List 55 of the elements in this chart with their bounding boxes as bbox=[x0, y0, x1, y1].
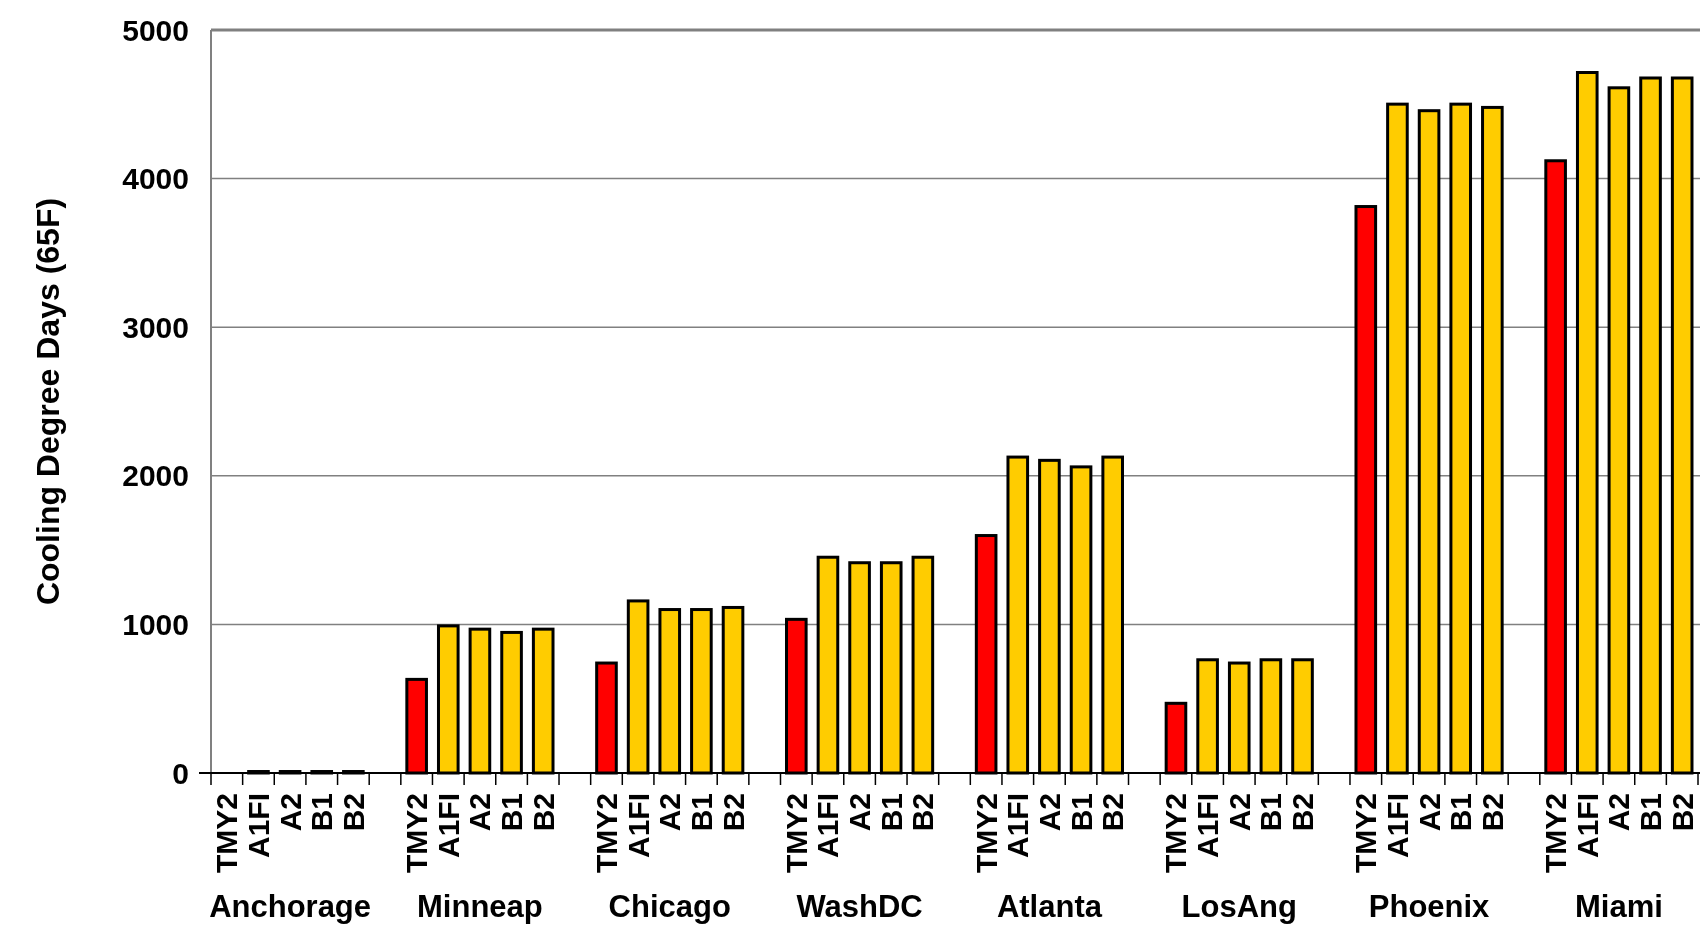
y-axis-title: Cooling Degree Days (65F) bbox=[30, 197, 67, 606]
x-tick-label: B2 bbox=[1475, 793, 1509, 832]
x-tick-label: B2 bbox=[1286, 793, 1320, 832]
text: Chicago bbox=[608, 889, 731, 924]
x-tick-label: A2 bbox=[273, 793, 307, 832]
x-tick-label: B2 bbox=[526, 793, 560, 832]
text: Phoenix bbox=[1368, 889, 1491, 924]
text: Miami bbox=[1574, 889, 1663, 924]
x-tick-label: A2 bbox=[653, 793, 687, 832]
x-tick-label: TMY2 bbox=[589, 793, 623, 874]
x-tick-label: A2 bbox=[1602, 793, 1636, 832]
x-tick-label: B2 bbox=[1096, 793, 1130, 832]
x-tick-label: TMY2 bbox=[1349, 793, 1383, 874]
text: Atlanta bbox=[996, 889, 1103, 924]
x-tick-label: B2 bbox=[336, 793, 370, 832]
x-tick-label: B1 bbox=[305, 793, 339, 832]
y-tick-label: 3000 bbox=[122, 310, 189, 344]
y-tick-label: 5000 bbox=[122, 13, 189, 47]
x-tick-label: A2 bbox=[843, 793, 877, 832]
x-tick-label: A2 bbox=[1222, 793, 1256, 832]
x-tick-label: B1 bbox=[495, 793, 529, 832]
x-tick-label: B1 bbox=[1254, 793, 1288, 832]
x-tick-label: TMY2 bbox=[969, 793, 1003, 874]
x-tick-label: B1 bbox=[1064, 793, 1098, 832]
x-tick-label: B1 bbox=[684, 793, 718, 832]
x-tick-label: TMY2 bbox=[210, 793, 244, 874]
x-tick-label: A1FI bbox=[621, 793, 655, 859]
text: WashDC bbox=[796, 889, 923, 924]
y-tick-label: 1000 bbox=[122, 607, 189, 641]
x-tick-label: B2 bbox=[906, 793, 940, 832]
x-tick-label: B1 bbox=[1444, 793, 1478, 832]
text: Minneap bbox=[417, 889, 543, 924]
x-tick-label: A1FI bbox=[241, 793, 275, 859]
x-tick-label: A2 bbox=[1412, 793, 1446, 832]
text: Anchorage bbox=[209, 889, 372, 924]
x-tick-label: TMY2 bbox=[400, 793, 434, 874]
x-tick-label: B2 bbox=[716, 793, 750, 832]
y-tick-label: 2000 bbox=[122, 459, 189, 493]
x-tick-label: A1FI bbox=[431, 793, 465, 859]
x-tick-label: A1FI bbox=[1380, 793, 1414, 859]
x-tick-label: TMY2 bbox=[1539, 793, 1573, 874]
x-tick-label: TMY2 bbox=[779, 793, 813, 874]
x-tick-label: B1 bbox=[1634, 793, 1668, 832]
x-tick-label: A1FI bbox=[1570, 793, 1604, 859]
y-tick-label: 4000 bbox=[122, 162, 189, 196]
x-tick-label: TMY2 bbox=[1159, 793, 1193, 874]
x-tick-label: A1FI bbox=[811, 793, 845, 859]
x-tick-label: A2 bbox=[463, 793, 497, 832]
x-tick-label: B2 bbox=[1665, 793, 1699, 832]
x-tick-label: A1FI bbox=[1001, 793, 1035, 859]
text: LosAng bbox=[1181, 889, 1297, 924]
x-tick-label: A1FI bbox=[1191, 793, 1225, 859]
x-tick-label: A2 bbox=[1032, 793, 1066, 832]
y-tick-label: 0 bbox=[172, 756, 189, 790]
x-tick-label: B1 bbox=[874, 793, 908, 832]
